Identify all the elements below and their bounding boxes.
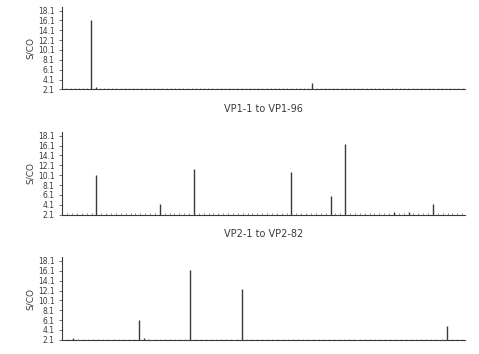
Text: VP1-1 to VP1-96: VP1-1 to VP1-96 — [224, 104, 303, 114]
Text: VP2-1 to VP2-82: VP2-1 to VP2-82 — [224, 229, 303, 239]
Y-axis label: S/CO: S/CO — [26, 288, 35, 310]
Y-axis label: S/CO: S/CO — [26, 162, 35, 184]
Y-axis label: S/CO: S/CO — [26, 37, 35, 59]
